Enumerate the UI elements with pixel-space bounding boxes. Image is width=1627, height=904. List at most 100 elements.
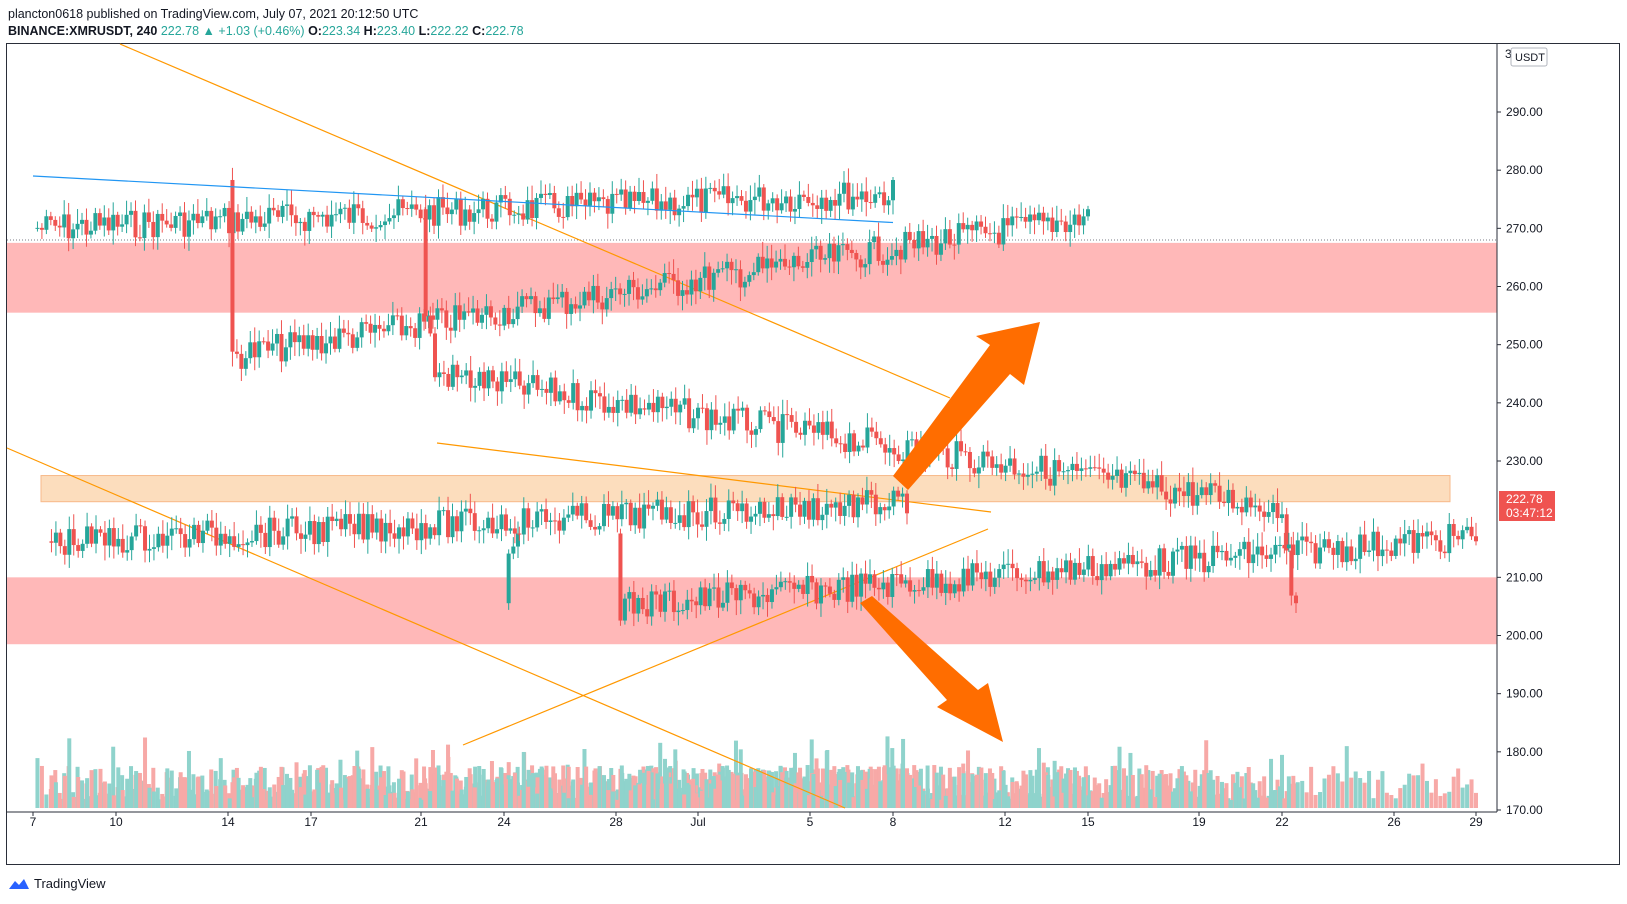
candle-body [401,527,406,537]
candle-body [1239,506,1244,513]
volume-bar [1367,770,1372,808]
volume-bar [1001,770,1006,808]
volume-bar [419,799,424,808]
volume-bar [1304,792,1309,808]
candle-body [1197,552,1202,559]
volume-bar [1220,781,1225,808]
candle-body [591,285,596,301]
volume-bar [303,794,308,808]
candle-body [818,245,823,260]
candle-body [97,213,102,226]
candle-body [164,220,169,225]
candle-body [682,398,687,405]
volume-bar [138,780,143,808]
candle-body [134,525,139,537]
up-triangle-icon: ▲ [202,24,215,38]
candle-body [905,493,909,514]
volume-bar [700,790,705,808]
candle-body [907,231,912,240]
candle-body [1162,548,1167,572]
candle-body [601,197,606,200]
candle-body [712,587,717,589]
candle-body [521,508,526,535]
candle-body [824,197,829,211]
candle-body [1264,555,1269,559]
symbol-label: BINANCE:XMRUSDT, 240 [8,24,158,38]
candle-body [1050,217,1055,232]
candle-body [1275,503,1280,519]
volume-bar [740,795,745,808]
candle-body [691,418,696,429]
volume-bar [1213,794,1218,808]
candle-body [654,188,659,211]
candle-body [646,402,651,410]
candle-body [1048,478,1053,486]
candle-body [859,573,864,597]
volume-bar [539,766,544,808]
candle-body [1188,545,1193,569]
candle-body [1242,541,1247,550]
down-arrow-icon [860,596,1003,742]
candle-body [477,371,482,386]
candle-body [301,335,306,349]
candle-body [1041,561,1046,583]
candle-body [111,528,116,547]
volume-bar [324,767,329,808]
candle-body [249,211,254,223]
candle-body [146,212,151,222]
candle-body [454,198,459,210]
candle-body [806,500,811,520]
candle-body [721,186,726,195]
candle-body [1367,550,1372,552]
candle-body [1289,550,1294,596]
low-label: L: [418,24,431,38]
candle-body [703,188,708,213]
time-tick-label: 12 [998,815,1012,829]
chart-frame[interactable] [6,43,1620,865]
candle-body [833,200,838,206]
volume-bar [1128,752,1133,808]
volume-bar [506,775,511,808]
candle-body [597,393,602,397]
candle-body [663,201,668,210]
candle-body [819,197,824,209]
candle-body [860,445,865,448]
candle-body [663,591,668,612]
candle-body [534,197,539,218]
candle-body [752,593,757,608]
candle-body [881,260,886,265]
volume-bar [695,797,700,808]
currency-badge[interactable] [1510,47,1548,67]
volume-bar [468,777,473,808]
candle-body [611,406,616,413]
candle-body [769,258,774,268]
volume-bar [530,795,535,808]
volume-bar [668,783,673,808]
candle-body [1447,524,1452,554]
candle-body [566,514,571,518]
candle-body [693,279,698,292]
candle-body [346,332,351,335]
volume-bar [1309,766,1314,808]
volume-bar [658,742,663,808]
candle-body [520,296,525,307]
candle-body [703,587,708,607]
high-value: 223.40 [376,24,416,38]
candle-body [557,520,562,531]
volume-bar [651,799,656,808]
candle-body [887,448,892,453]
candle-body [553,377,558,402]
candle-body [508,379,513,382]
candle-body [1095,576,1100,581]
candle-body [387,218,392,222]
candle-body [537,308,542,314]
candle-body [341,328,346,333]
time-tick-label: 26 [1387,815,1401,829]
volume-bar [615,799,620,808]
candle-body [272,517,277,531]
candle-body [1054,220,1059,232]
candle-body [593,526,598,530]
volume-bar [1248,782,1253,808]
candle-body [803,420,808,435]
